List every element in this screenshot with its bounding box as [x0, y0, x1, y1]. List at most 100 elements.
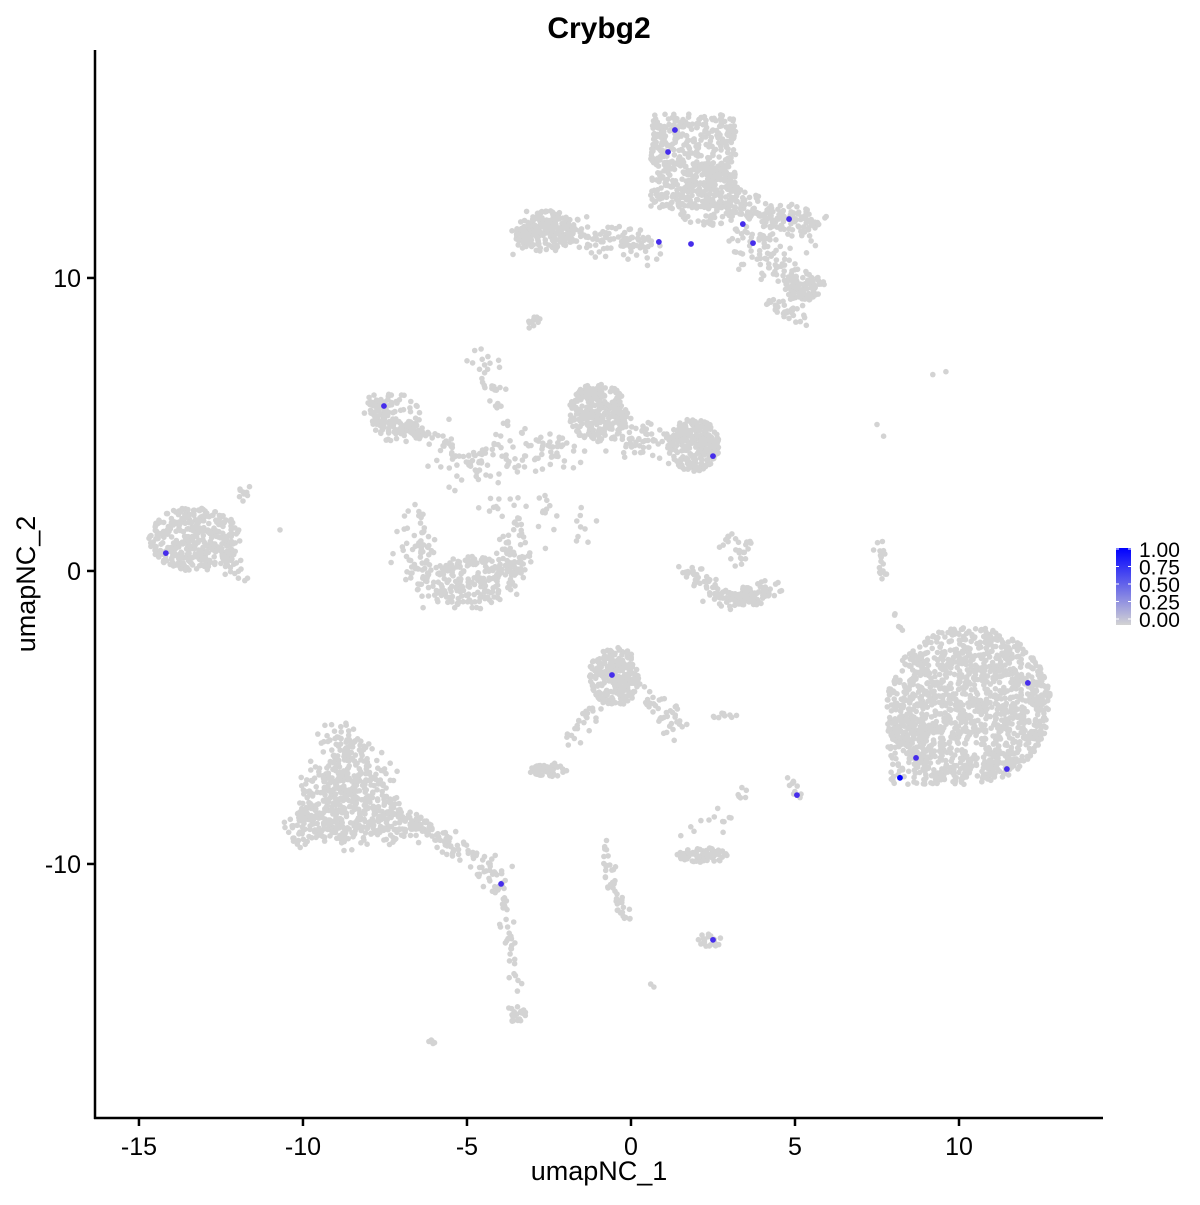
cell-point: [805, 279, 812, 285]
cell-point: [772, 271, 778, 277]
cell-point: [644, 262, 651, 269]
cell-point: [769, 231, 776, 237]
cell-point: [711, 186, 718, 193]
cell-point: [910, 730, 916, 736]
cell-point: [960, 750, 966, 757]
cell-point: [694, 450, 701, 457]
cell-point: [788, 274, 795, 280]
cell-point: [939, 766, 945, 772]
cell-point: [504, 418, 511, 425]
cell-point: [525, 553, 532, 559]
cell-point: [929, 742, 935, 748]
cell-point: [923, 775, 929, 781]
cell-point: [1021, 735, 1028, 741]
cell-point: [693, 442, 700, 448]
cell-point: [746, 194, 753, 201]
cell-point: [203, 542, 209, 549]
cell-point: [931, 655, 938, 661]
cell-point: [620, 232, 626, 238]
cell-point: [718, 220, 725, 227]
cell-point: [420, 511, 426, 518]
cell-point: [219, 545, 225, 552]
cell-point: [229, 546, 235, 553]
cell-point: [673, 160, 680, 166]
cell-point: [992, 643, 999, 650]
cell-point: [667, 128, 673, 134]
cell-point: [757, 261, 764, 268]
cell-point: [727, 603, 733, 610]
cell-point: [698, 137, 704, 143]
cell-point: [750, 598, 757, 604]
cell-point: [560, 464, 567, 470]
cell-point: [242, 577, 248, 584]
cell-point: [484, 366, 491, 373]
cell-point: [905, 719, 911, 726]
cell-point: [672, 136, 678, 143]
cell-point: [943, 762, 950, 768]
cell-point: [683, 140, 689, 146]
cell-point: [723, 142, 730, 149]
cell-point: [649, 177, 656, 183]
cell-point: [703, 213, 709, 219]
cell-point: [478, 575, 484, 582]
cell-point: [401, 392, 407, 399]
cell-point: [1001, 653, 1008, 660]
cell-point: [231, 561, 237, 567]
cell-point: [928, 639, 934, 646]
cell-point: [428, 567, 434, 573]
cell-point: [422, 432, 429, 439]
cell-point: [1036, 697, 1043, 703]
cell-point: [497, 384, 503, 391]
cell-point: [575, 217, 581, 223]
cell-point: [585, 539, 591, 545]
cell-point: [1014, 749, 1021, 756]
cell-point: [400, 547, 407, 554]
cell-point: [786, 203, 792, 210]
cell-point: [1017, 659, 1023, 665]
cell-point: [710, 182, 716, 188]
cell-point: [942, 719, 949, 725]
cell-point: [547, 461, 554, 468]
cell-point: [482, 450, 489, 456]
cell-point: [181, 562, 187, 568]
cell-point: [1007, 715, 1013, 721]
cell-point: [1031, 696, 1037, 702]
cell-point: [559, 435, 566, 442]
cell-point: [500, 533, 507, 540]
cell-point: [223, 517, 229, 523]
cell-point: [607, 237, 613, 243]
cell-point: [577, 512, 584, 519]
cell-point: [584, 388, 590, 394]
cell-point: [1044, 685, 1051, 692]
cell-point: [370, 421, 377, 428]
cell-point: [537, 248, 543, 254]
cell-point: [668, 200, 674, 207]
cell-point: [507, 438, 513, 444]
cell-point: [699, 192, 705, 198]
cell-point: [773, 237, 779, 243]
cell-point: [665, 460, 672, 467]
cell-point: [542, 510, 548, 516]
cell-point: [475, 476, 482, 483]
cell-point: [911, 672, 918, 678]
cell-point: [982, 758, 988, 765]
cell-point: [686, 150, 693, 156]
cell-point: [711, 596, 718, 602]
cell-point: [361, 410, 368, 416]
cell-point: [905, 768, 912, 775]
cell-point: [916, 728, 923, 735]
cell-point: [735, 237, 741, 244]
cell-point: [723, 124, 730, 130]
cell-point: [471, 347, 478, 354]
cell-point: [803, 322, 810, 329]
cell-point: [781, 256, 788, 263]
cell-point: [970, 725, 977, 731]
cell-point: [519, 457, 526, 463]
cell-point: [496, 471, 502, 477]
cell-point: [648, 192, 654, 198]
cell-point: [518, 227, 525, 233]
cell-point: [574, 518, 580, 524]
cell-point: [523, 503, 529, 510]
cell-point: [973, 665, 980, 671]
cell-point: [635, 231, 642, 237]
